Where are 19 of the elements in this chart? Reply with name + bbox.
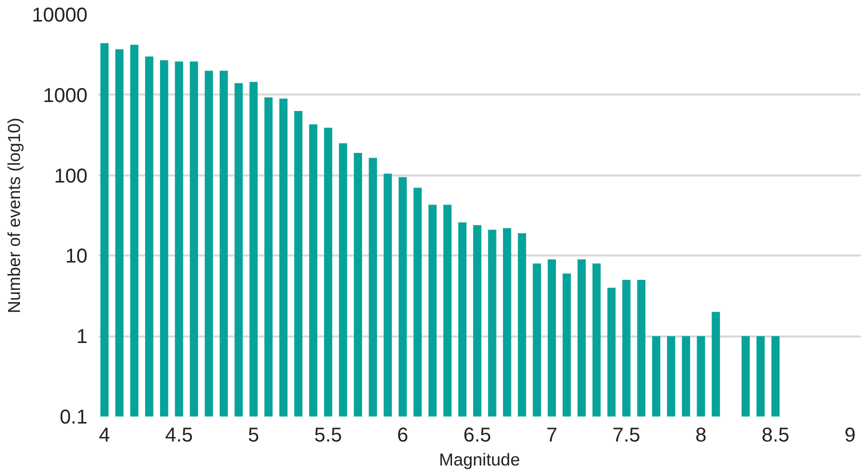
x-axis-title: Magnitude	[439, 450, 520, 470]
x-tick-label: 5.5	[314, 424, 342, 446]
x-tick-label: 8	[695, 424, 707, 446]
x-tick-label: 9	[844, 424, 856, 446]
x-tick-label: 6	[397, 424, 408, 446]
x-tick-label: 7	[546, 424, 558, 446]
y-tick-label: 0.1	[60, 406, 88, 428]
y-tick-label: 100	[54, 165, 88, 188]
x-tick-label: 4.5	[165, 424, 193, 446]
x-tick-label: 4	[98, 424, 110, 446]
y-axis-title: Number of events (log10)	[4, 118, 24, 314]
y-tick-label: 1000	[43, 84, 88, 107]
x-tick-label: 8.5	[762, 424, 790, 446]
x-tick-label: 6.5	[463, 424, 492, 446]
x-tick-label: 5	[248, 424, 260, 446]
y-tick-label: 10	[65, 246, 88, 268]
y-tick-label: 10000	[32, 4, 88, 26]
x-tick-label: 7.5	[612, 424, 640, 446]
y-tick-label: 1	[76, 326, 88, 348]
